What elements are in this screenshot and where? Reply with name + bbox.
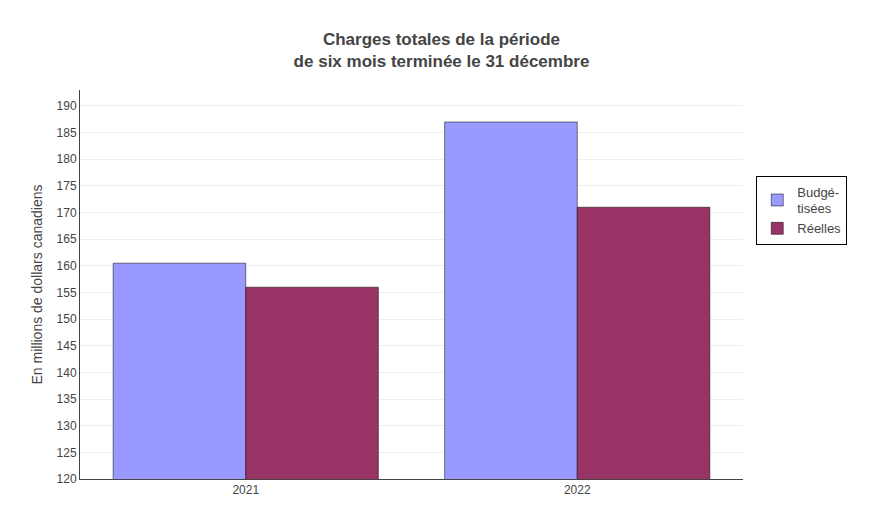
svg-text:155: 155 (57, 286, 77, 300)
svg-text:190: 190 (57, 99, 77, 113)
svg-text:160: 160 (57, 259, 77, 273)
svg-text:120: 120 (57, 472, 77, 486)
svg-text:2022: 2022 (564, 483, 591, 497)
svg-text:En millions de dollars canadie: En millions de dollars canadiens (29, 185, 45, 385)
svg-text:175: 175 (57, 179, 77, 193)
svg-text:Charges totales de la périoded: Charges totales de la périodede six mois… (294, 30, 590, 71)
svg-text:135: 135 (57, 392, 77, 406)
svg-text:185: 185 (57, 126, 77, 140)
svg-text:140: 140 (57, 366, 77, 380)
svg-text:165: 165 (57, 232, 77, 246)
svg-text:2021: 2021 (232, 483, 259, 497)
svg-text:125: 125 (57, 446, 77, 460)
svg-text:Réelles: Réelles (797, 221, 841, 236)
svg-text:150: 150 (57, 312, 77, 326)
svg-text:Budgé-tisées: Budgé-tisées (797, 185, 839, 217)
svg-text:130: 130 (57, 419, 77, 433)
svg-text:180: 180 (57, 152, 77, 166)
svg-text:145: 145 (57, 339, 77, 353)
svg-text:170: 170 (57, 206, 77, 220)
